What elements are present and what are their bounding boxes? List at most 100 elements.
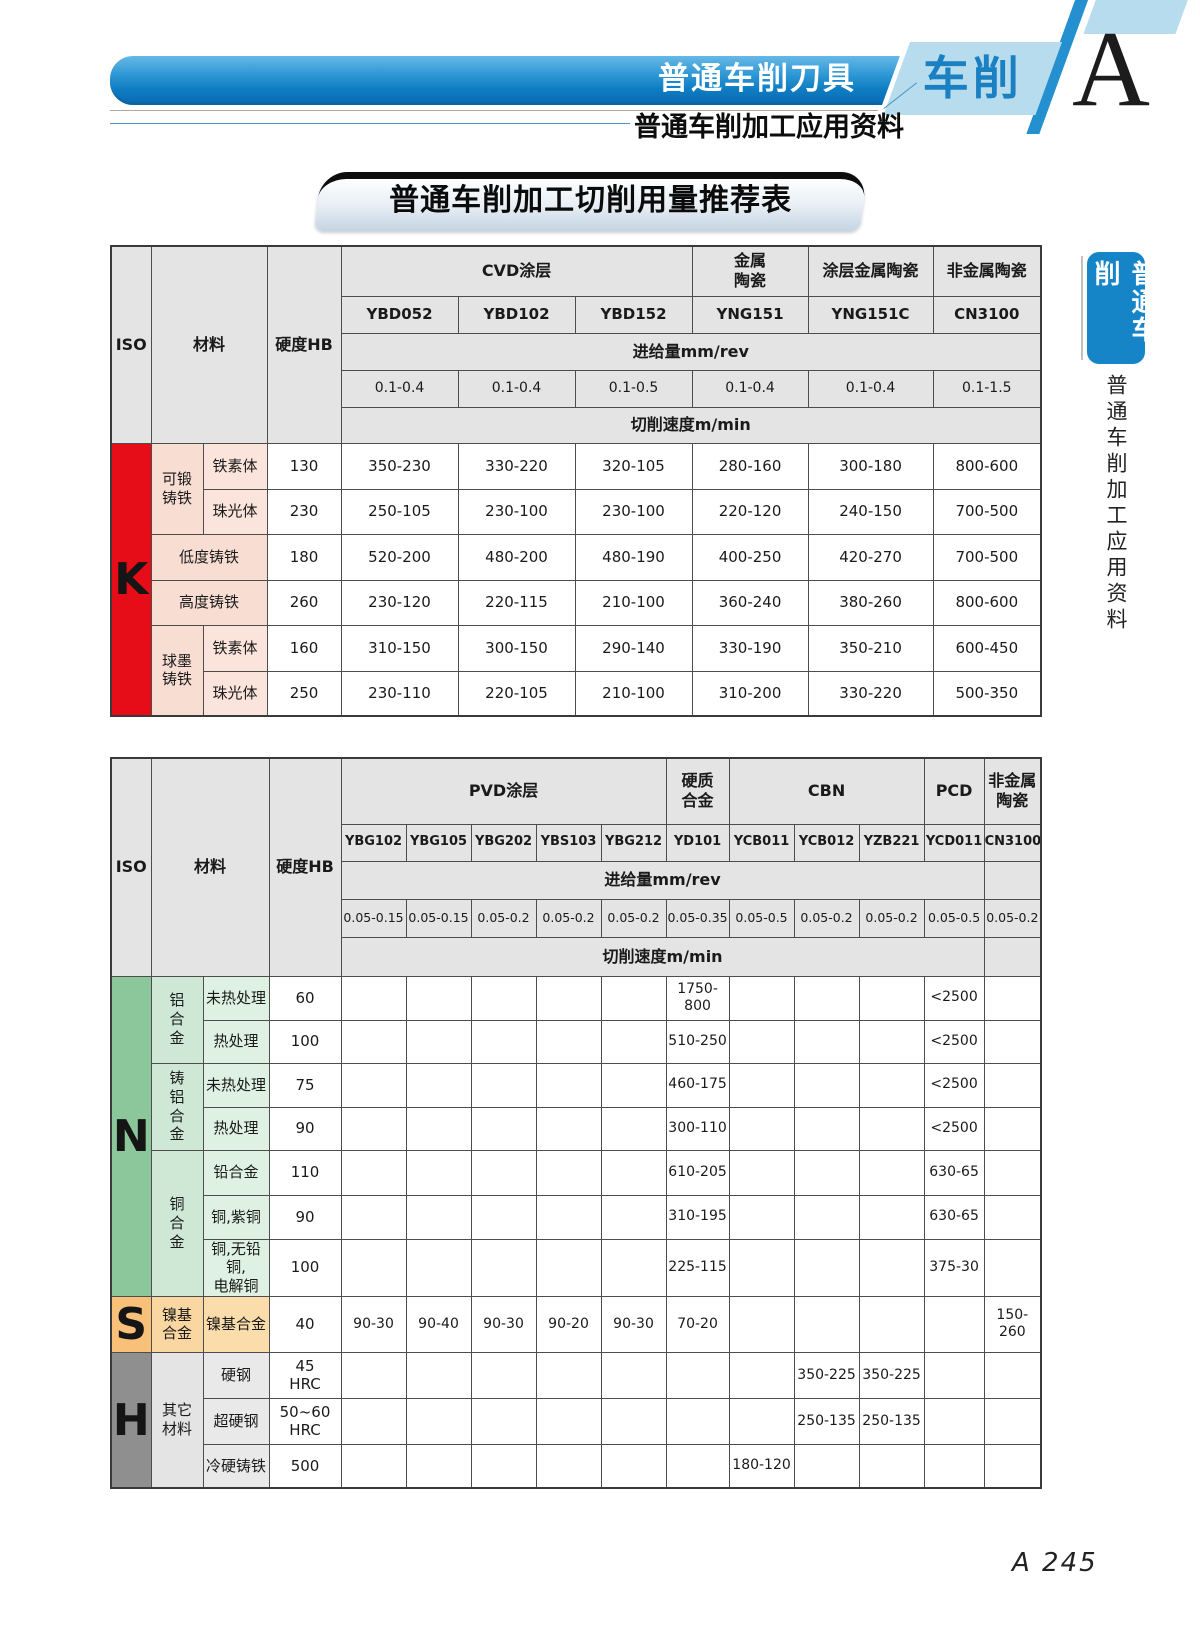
speed-cell: <2500 [923, 1019, 985, 1064]
hardness-cell: 100 [268, 1019, 342, 1064]
speed-cell [858, 1019, 925, 1064]
table-row: H 其它 材料 硬钢 45 HRC 350-225 350-225 [110, 1351, 1042, 1489]
speed-cell [600, 1397, 667, 1445]
material-group-cell: 高度铸铁 [150, 579, 268, 626]
grade-cell: YBD102 [457, 295, 576, 334]
hardness-cell: 110 [268, 1149, 342, 1196]
speed-label-cell: 切削速度m/min [340, 936, 985, 977]
speed-cell: 230-100 [574, 488, 693, 535]
speed-cell [983, 1397, 1042, 1445]
material-header-cell: 材料 [150, 245, 268, 444]
hardness-cell: 100 [268, 1238, 342, 1297]
speed-cell [470, 1443, 537, 1489]
material-group-cell: 铝 合 金 [150, 975, 204, 1064]
speed-cell: 225-115 [665, 1238, 730, 1297]
material-cell: 硬钢 [202, 1351, 270, 1399]
speed-cell: 250-135 [858, 1397, 925, 1445]
material-cell: 铁素体 [202, 624, 268, 672]
header-divider-line [110, 110, 878, 111]
grade-cell: YBD152 [574, 295, 693, 334]
speed-cell [793, 1019, 860, 1064]
speed-cell: <2500 [923, 975, 985, 1021]
speed-cell [470, 1149, 537, 1196]
grade-cell: YBD052 [340, 295, 459, 334]
material-group-cell: 铜 合 金 [150, 1149, 204, 1297]
material-cell: 铅合金 [202, 1149, 270, 1196]
feed-cell: 0.05-0.15 [340, 898, 407, 938]
group-header-cell: CBN [728, 757, 925, 825]
table-row: YBD052 YBD102 YBD152 YNG151 YNG151C CN31… [111, 295, 1042, 334]
speed-cell: 380-260 [807, 579, 934, 626]
hardness-header-cell: 硬度HB [268, 757, 342, 977]
feed-cell: 0.05-0.2 [793, 898, 860, 938]
speed-cell: 290-140 [574, 624, 693, 672]
table-row: 超硬钢 50~60 HRC 250-135 250-135 [111, 1397, 1042, 1445]
feed-cell: 0.1-0.5 [574, 369, 693, 408]
hardness-cell: 75 [268, 1062, 342, 1108]
hardness-cell: 90 [268, 1106, 342, 1151]
hardness-cell: 500 [268, 1443, 342, 1489]
speed-label-cell: 切削速度m/min [340, 406, 1042, 444]
feed-cell: 0.1-1.5 [932, 369, 1042, 408]
speed-cell: 350-225 [858, 1351, 925, 1399]
speed-cell [923, 1351, 985, 1399]
speed-cell: 300-150 [457, 624, 576, 672]
section-letter: A [1072, 10, 1150, 129]
speed-cell: 220-115 [457, 579, 576, 626]
hardness-cell: 180 [266, 533, 342, 581]
speed-cell [340, 1397, 407, 1445]
speed-cell [470, 1019, 537, 1064]
table-row: 0.05-0.15 0.05-0.15 0.05-0.2 0.05-0.2 0.… [111, 898, 1042, 938]
speed-cell: 500-350 [932, 670, 1042, 717]
table-row: 冷硬铸铁 500 180-120 [111, 1443, 1042, 1489]
table-row: 球墨 铸铁 铁素体 160 310-150 300-150 290-140 33… [111, 624, 1042, 717]
speed-cell [983, 1443, 1042, 1489]
sidebar-tab-label: 普通车削 [1090, 260, 1157, 344]
speed-cell [728, 1106, 795, 1151]
table-row: 热处理 100 510-250 <2500 [111, 1019, 1042, 1064]
material-group-cell: 其它 材料 [150, 1351, 204, 1489]
material-cell: 珠光体 [202, 670, 268, 717]
material-group-cell: 球墨 铸铁 [150, 624, 204, 717]
speed-cell: 350-225 [793, 1351, 860, 1399]
speed-cell: 250-135 [793, 1397, 860, 1445]
speed-cell [858, 1295, 925, 1353]
grade-cell: YBG105 [405, 823, 472, 862]
speed-cell [600, 1019, 667, 1064]
speed-cell [983, 1019, 1042, 1064]
speed-cell [535, 1019, 602, 1064]
hardness-cell: 90 [268, 1194, 342, 1240]
speed-cell [535, 1397, 602, 1445]
material-group-cell: 铸 铝 合 金 [150, 1062, 204, 1151]
table-row: 进给量mm/rev [111, 860, 1042, 900]
speed-cell: 600-450 [932, 624, 1042, 672]
table-row: 铜,紫铜 90 310-195 630-65 [111, 1194, 1042, 1240]
table-row: 切削速度m/min [111, 406, 1042, 444]
hardness-cell: 250 [266, 670, 342, 717]
hardness-cell: 50~60 HRC [268, 1397, 342, 1445]
table-title: 普通车削加工切削用量推荐表 [389, 183, 793, 218]
speed-cell: 180-120 [728, 1443, 795, 1489]
feed-cell: 0.05-0.2 [470, 898, 537, 938]
grade-cell: YBS103 [535, 823, 602, 862]
cutting-table-cvd: ISO 材料 硬度HB CVD涂层 金属 陶瓷 涂层金属陶瓷 非金属陶瓷 YBD… [110, 245, 1043, 717]
speed-cell [793, 1062, 860, 1108]
speed-cell [983, 1062, 1042, 1108]
grade-cell: YD101 [665, 823, 730, 862]
feed-label-cell: 进给量mm/rev [340, 332, 1042, 371]
page-number: A 245 [1012, 1548, 1098, 1578]
speed-cell: 300-110 [665, 1106, 730, 1151]
material-group-cell: 镍基 合金 [150, 1295, 204, 1353]
speed-cell [728, 1397, 795, 1445]
speed-cell [405, 1019, 472, 1064]
speed-cell: 210-100 [574, 670, 693, 717]
speed-cell [728, 1062, 795, 1108]
speed-cell [600, 1351, 667, 1399]
speed-cell: 310-200 [691, 670, 809, 717]
header-category-tab: 车削 [878, 42, 1062, 115]
table-row: 低度铸铁 180 520-200 480-200 480-190 400-250… [111, 533, 1042, 581]
speed-cell [665, 1397, 730, 1445]
material-cell: 铜,无铅铜, 电解铜 [202, 1238, 270, 1297]
speed-cell [793, 1443, 860, 1489]
